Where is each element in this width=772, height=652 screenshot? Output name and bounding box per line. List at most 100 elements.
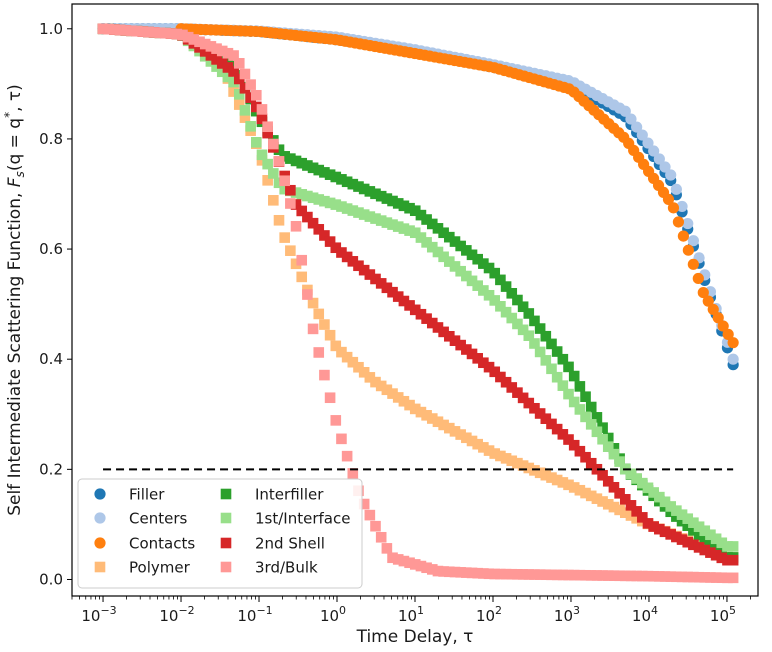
data-point (478, 357, 489, 369)
data-point (387, 552, 398, 564)
x-tick-base: 10 (398, 607, 417, 625)
data-point (557, 380, 569, 391)
data-point (591, 493, 603, 504)
data-point (568, 569, 580, 581)
data-point (523, 308, 535, 319)
data-point (370, 213, 381, 224)
data-point (313, 308, 325, 320)
data-point (631, 570, 642, 582)
data-point (568, 370, 580, 382)
data-point (676, 509, 688, 520)
data-point (426, 241, 438, 253)
data-point (608, 570, 620, 581)
data-point (336, 346, 347, 358)
x-tick-base: 10 (320, 607, 339, 625)
data-point (239, 112, 251, 123)
data-point (540, 569, 552, 581)
data-point (455, 265, 466, 277)
data-point (637, 477, 648, 489)
data-point (546, 338, 557, 350)
data-point (364, 269, 376, 280)
data-point (489, 448, 501, 459)
data-point (370, 376, 381, 388)
data-point (381, 193, 393, 204)
data-point (546, 472, 557, 483)
data-point (568, 482, 580, 493)
data-point (512, 569, 523, 580)
y-tick-label: 0.6 (39, 240, 63, 258)
data-point (551, 346, 563, 357)
data-point (211, 43, 222, 54)
data-point (659, 526, 671, 538)
data-point (296, 254, 308, 266)
data-point (654, 491, 665, 503)
data-point (268, 195, 279, 206)
data-point (409, 205, 421, 217)
x-tick-exponent: 1 (417, 604, 424, 617)
data-point (597, 469, 608, 481)
data-point (426, 564, 438, 575)
data-point (495, 450, 506, 462)
data-point (517, 392, 529, 404)
data-point (211, 61, 222, 72)
data-point (574, 445, 586, 457)
x-tick-label: 102 (476, 604, 502, 625)
data-point (512, 294, 523, 306)
data-point (290, 220, 302, 232)
data-point (438, 326, 449, 338)
data-point (608, 501, 620, 513)
data-point (472, 438, 483, 450)
data-point (392, 198, 404, 209)
data-point (466, 249, 478, 261)
y-label-text: Self Intermediate Scattering Function, (5, 187, 25, 516)
data-point (239, 68, 251, 80)
data-point (716, 537, 728, 549)
data-point (676, 571, 688, 583)
data-point (466, 275, 478, 287)
data-point (727, 337, 739, 349)
data-point (324, 197, 336, 209)
data-point (699, 572, 711, 583)
data-point (449, 335, 461, 346)
data-point (722, 541, 733, 552)
data-point (495, 301, 506, 312)
data-point (495, 568, 506, 580)
x-tick-exponent: 3 (573, 604, 580, 617)
data-point (512, 318, 523, 330)
data-point (676, 534, 688, 545)
x-tick-base: 10 (632, 607, 651, 625)
data-point (687, 258, 699, 270)
data-point (319, 167, 330, 178)
data-point (364, 211, 376, 222)
data-point (421, 410, 432, 421)
data-point (466, 348, 478, 360)
data-point (341, 251, 353, 263)
x-tick-exponent: 5 (729, 604, 736, 617)
legend-label: Interfiller (255, 486, 324, 504)
data-point (551, 423, 563, 435)
data-point (608, 481, 620, 493)
data-point (506, 312, 518, 324)
data-point (131, 25, 143, 37)
data-point (466, 435, 478, 447)
data-point (614, 504, 625, 516)
data-point (205, 41, 217, 52)
data-point (563, 569, 574, 581)
data-point (461, 270, 472, 282)
data-point (398, 555, 410, 567)
legend-marker (220, 561, 232, 573)
legend-marker (94, 537, 106, 549)
data-point (199, 46, 211, 57)
legend-marker (220, 488, 232, 500)
y-label-superscript: * (2, 112, 16, 118)
data-point (631, 473, 642, 484)
data-point (523, 462, 535, 474)
data-point (563, 434, 574, 445)
data-point (228, 60, 239, 72)
data-point (404, 202, 415, 214)
data-point (228, 50, 239, 61)
x-tick-exponent: 4 (651, 604, 658, 617)
data-point (432, 223, 444, 234)
data-point (478, 442, 489, 453)
data-point (670, 183, 682, 195)
